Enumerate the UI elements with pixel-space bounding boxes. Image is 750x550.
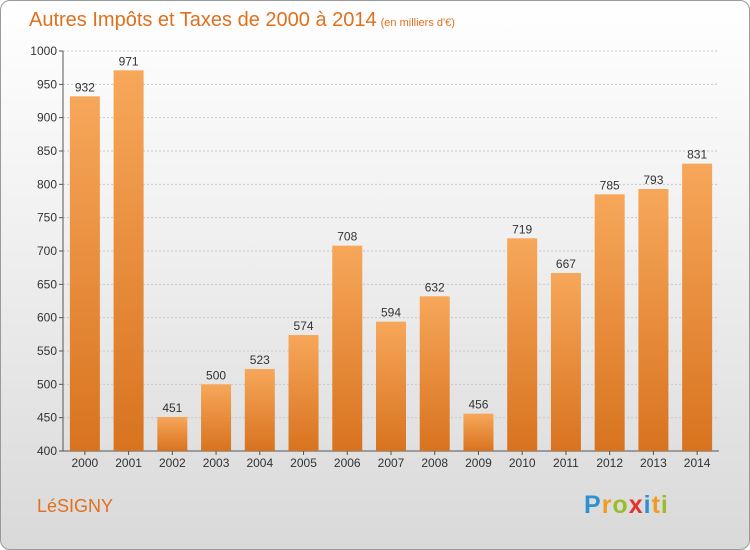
data-label: 831 bbox=[687, 148, 707, 162]
data-label: 971 bbox=[119, 54, 139, 68]
data-label: 667 bbox=[556, 257, 576, 271]
x-tick-label: 2008 bbox=[421, 456, 448, 470]
logo-letter: r bbox=[601, 491, 613, 519]
bar bbox=[682, 163, 713, 451]
data-label: 451 bbox=[162, 401, 182, 415]
logo-letter: i bbox=[643, 491, 652, 519]
bar bbox=[288, 335, 319, 451]
data-label: 574 bbox=[294, 319, 314, 333]
data-label: 708 bbox=[337, 230, 357, 244]
x-tick-label: 2003 bbox=[203, 456, 230, 470]
y-tick-label: 900 bbox=[37, 111, 57, 125]
y-tick-label: 600 bbox=[37, 311, 57, 325]
data-label: 456 bbox=[468, 398, 488, 412]
x-tick-label: 2001 bbox=[115, 456, 142, 470]
y-tick-label: 800 bbox=[37, 177, 57, 191]
y-tick-label: 700 bbox=[37, 244, 57, 258]
chart-title-text: Autres Impôts et Taxes de 2000 à 2014 bbox=[29, 9, 377, 31]
y-tick-label: 750 bbox=[37, 211, 57, 225]
y-tick-label: 450 bbox=[37, 411, 57, 425]
x-tick-label: 2012 bbox=[596, 456, 623, 470]
bar bbox=[419, 296, 450, 451]
x-tick-label: 2006 bbox=[334, 456, 361, 470]
bar bbox=[550, 273, 581, 451]
x-tick-label: 2002 bbox=[159, 456, 186, 470]
y-tick-label: 1000 bbox=[30, 44, 57, 58]
bar bbox=[463, 413, 494, 451]
bar bbox=[638, 189, 669, 451]
bar bbox=[157, 417, 188, 451]
bar bbox=[594, 194, 625, 452]
x-tick-label: 2005 bbox=[290, 456, 317, 470]
x-tick-label: 2000 bbox=[72, 456, 99, 470]
x-tick-label: 2014 bbox=[684, 456, 711, 470]
x-tick-label: 2011 bbox=[553, 456, 579, 470]
y-tick-label: 650 bbox=[37, 277, 57, 291]
bar bbox=[376, 321, 406, 451]
bar bbox=[201, 384, 232, 451]
data-label: 719 bbox=[512, 222, 532, 236]
y-tick-label: 950 bbox=[37, 77, 57, 91]
logo-letter: P bbox=[584, 491, 602, 519]
x-tick-label: 2010 bbox=[509, 456, 536, 470]
x-tick-label: 2009 bbox=[465, 456, 492, 470]
bar bbox=[507, 238, 538, 451]
place-name: LéSIGNY bbox=[37, 496, 114, 516]
bar bbox=[69, 96, 100, 451]
data-label: 500 bbox=[206, 368, 226, 382]
chart-title: Autres Impôts et Taxes de 2000 à 2014 (en… bbox=[29, 9, 455, 32]
logo-letter: i bbox=[660, 491, 669, 519]
logo-letter: t bbox=[651, 491, 661, 519]
x-tick-label: 2007 bbox=[378, 456, 405, 470]
y-tick-label: 400 bbox=[37, 444, 57, 458]
bar bbox=[113, 70, 144, 451]
bar bbox=[332, 245, 363, 451]
data-label: 632 bbox=[425, 280, 445, 294]
data-label: 793 bbox=[643, 173, 663, 187]
logo-letter: o bbox=[612, 491, 629, 519]
y-tick-label: 850 bbox=[37, 144, 57, 158]
y-tick-label: 500 bbox=[37, 377, 57, 391]
proxiti-logo: Proxiti bbox=[584, 491, 669, 520]
data-label: 785 bbox=[600, 178, 620, 192]
data-label: 523 bbox=[250, 353, 270, 367]
bar bbox=[244, 369, 275, 451]
x-tick-label: 2013 bbox=[640, 456, 667, 470]
data-label: 932 bbox=[75, 80, 95, 94]
chart-unit: (en milliers d'€) bbox=[380, 17, 455, 29]
y-tick-label: 550 bbox=[37, 344, 57, 358]
logo-letter: x bbox=[628, 491, 644, 519]
x-tick-label: 2004 bbox=[246, 456, 273, 470]
data-label: 594 bbox=[381, 306, 401, 320]
